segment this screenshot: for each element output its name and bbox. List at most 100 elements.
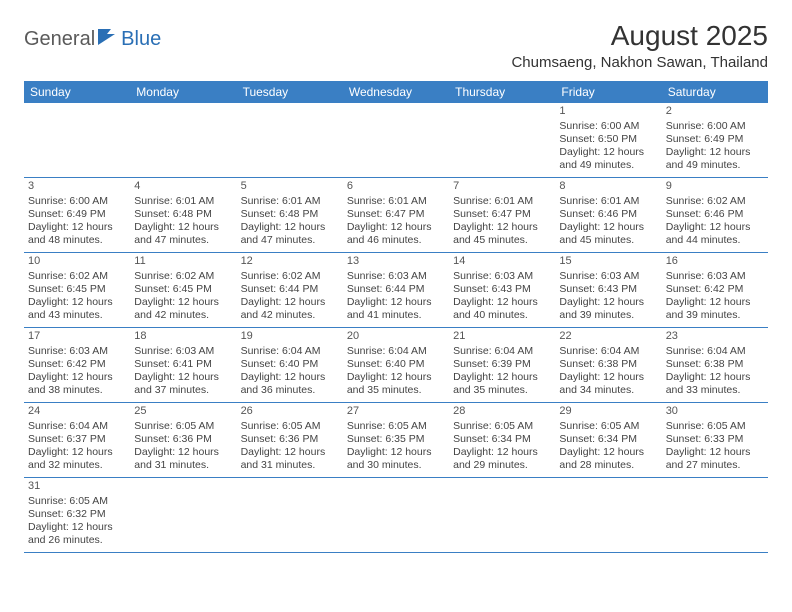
day-info-line: and 31 minutes. <box>241 459 339 472</box>
day-info-line: and 39 minutes. <box>666 309 764 322</box>
day-number: 10 <box>28 255 126 269</box>
day-info-line: Sunrise: 6:03 AM <box>28 345 126 358</box>
day-number: 31 <box>28 480 126 494</box>
day-info-line: Daylight: 12 hours <box>559 371 657 384</box>
day-cell: 30Sunrise: 6:05 AMSunset: 6:33 PMDayligh… <box>662 403 768 477</box>
day-info-line: Daylight: 12 hours <box>28 446 126 459</box>
day-number: 14 <box>453 255 551 269</box>
day-info-line: and 34 minutes. <box>559 384 657 397</box>
day-cell: 24Sunrise: 6:04 AMSunset: 6:37 PMDayligh… <box>24 403 130 477</box>
day-info-line: Sunset: 6:45 PM <box>134 283 232 296</box>
day-number: 23 <box>666 330 764 344</box>
day-info-line: Sunset: 6:42 PM <box>28 358 126 371</box>
day-info-line: Daylight: 12 hours <box>453 446 551 459</box>
day-info-line: and 47 minutes. <box>134 234 232 247</box>
day-info-line: and 36 minutes. <box>241 384 339 397</box>
day-info-line: Sunrise: 6:00 AM <box>28 195 126 208</box>
day-number: 12 <box>241 255 339 269</box>
day-info-line: Daylight: 12 hours <box>134 296 232 309</box>
day-info-line: and 37 minutes. <box>134 384 232 397</box>
empty-cell <box>237 103 343 177</box>
day-info-line: and 49 minutes. <box>666 159 764 172</box>
day-info-line: and 45 minutes. <box>559 234 657 247</box>
day-info-line: Daylight: 12 hours <box>241 446 339 459</box>
day-info-line: Sunrise: 6:05 AM <box>453 420 551 433</box>
logo-text-blue: Blue <box>121 28 161 51</box>
day-cell: 13Sunrise: 6:03 AMSunset: 6:44 PMDayligh… <box>343 253 449 327</box>
day-cell: 2Sunrise: 6:00 AMSunset: 6:49 PMDaylight… <box>662 103 768 177</box>
day-cell: 18Sunrise: 6:03 AMSunset: 6:41 PMDayligh… <box>130 328 236 402</box>
day-info-line: Sunrise: 6:02 AM <box>134 270 232 283</box>
day-info-line: Sunset: 6:47 PM <box>453 208 551 221</box>
day-info-line: Sunrise: 6:04 AM <box>28 420 126 433</box>
day-info-line: Sunset: 6:37 PM <box>28 433 126 446</box>
day-info-line: Sunrise: 6:01 AM <box>241 195 339 208</box>
location-text: Chumsaeng, Nakhon Sawan, Thailand <box>511 54 768 71</box>
day-info-line: Sunrise: 6:04 AM <box>241 345 339 358</box>
day-info-line: Daylight: 12 hours <box>241 296 339 309</box>
title-block: August 2025 Chumsaeng, Nakhon Sawan, Tha… <box>511 20 768 71</box>
day-info-line: Sunset: 6:46 PM <box>559 208 657 221</box>
day-cell: 1Sunrise: 6:00 AMSunset: 6:50 PMDaylight… <box>555 103 661 177</box>
day-info-line: and 41 minutes. <box>347 309 445 322</box>
day-info-line: Sunset: 6:44 PM <box>347 283 445 296</box>
day-info-line: Sunrise: 6:00 AM <box>559 120 657 133</box>
day-cell: 21Sunrise: 6:04 AMSunset: 6:39 PMDayligh… <box>449 328 555 402</box>
day-info-line: Daylight: 12 hours <box>347 446 445 459</box>
day-info-line: Sunrise: 6:02 AM <box>241 270 339 283</box>
day-info-line: Sunrise: 6:01 AM <box>134 195 232 208</box>
day-number: 15 <box>559 255 657 269</box>
day-info-line: and 26 minutes. <box>28 534 126 547</box>
day-number: 26 <box>241 405 339 419</box>
day-info-line: Sunrise: 6:05 AM <box>28 495 126 508</box>
weekday-header-row: SundayMondayTuesdayWednesdayThursdayFrid… <box>24 81 768 103</box>
day-cell: 3Sunrise: 6:00 AMSunset: 6:49 PMDaylight… <box>24 178 130 252</box>
day-cell: 22Sunrise: 6:04 AMSunset: 6:38 PMDayligh… <box>555 328 661 402</box>
day-info-line: Sunset: 6:44 PM <box>241 283 339 296</box>
week-row: 3Sunrise: 6:00 AMSunset: 6:49 PMDaylight… <box>24 178 768 253</box>
empty-cell <box>662 478 768 552</box>
day-info-line: Sunrise: 6:03 AM <box>666 270 764 283</box>
weekday-header: Sunday <box>24 81 130 103</box>
day-info-line: Sunset: 6:40 PM <box>241 358 339 371</box>
day-cell: 20Sunrise: 6:04 AMSunset: 6:40 PMDayligh… <box>343 328 449 402</box>
day-cell: 27Sunrise: 6:05 AMSunset: 6:35 PMDayligh… <box>343 403 449 477</box>
day-info-line: and 40 minutes. <box>453 309 551 322</box>
week-row: 17Sunrise: 6:03 AMSunset: 6:42 PMDayligh… <box>24 328 768 403</box>
day-number: 13 <box>347 255 445 269</box>
weekday-header: Tuesday <box>237 81 343 103</box>
day-info-line: and 43 minutes. <box>28 309 126 322</box>
day-info-line: Sunrise: 6:05 AM <box>241 420 339 433</box>
day-info-line: Sunrise: 6:03 AM <box>559 270 657 283</box>
day-info-line: Sunset: 6:49 PM <box>28 208 126 221</box>
day-info-line: and 39 minutes. <box>559 309 657 322</box>
day-info-line: Daylight: 12 hours <box>453 371 551 384</box>
day-info-line: Sunset: 6:46 PM <box>666 208 764 221</box>
weekday-header: Monday <box>130 81 236 103</box>
day-info-line: Sunrise: 6:05 AM <box>666 420 764 433</box>
day-number: 2 <box>666 105 764 119</box>
day-info-line: and 44 minutes. <box>666 234 764 247</box>
page-title: August 2025 <box>511 20 768 52</box>
day-cell: 15Sunrise: 6:03 AMSunset: 6:43 PMDayligh… <box>555 253 661 327</box>
day-number: 7 <box>453 180 551 194</box>
day-info-line: Sunset: 6:34 PM <box>453 433 551 446</box>
day-number: 8 <box>559 180 657 194</box>
day-info-line: and 35 minutes. <box>347 384 445 397</box>
day-info-line: Sunrise: 6:03 AM <box>347 270 445 283</box>
day-cell: 25Sunrise: 6:05 AMSunset: 6:36 PMDayligh… <box>130 403 236 477</box>
logo-text-general: General <box>24 28 95 51</box>
day-info-line: Sunrise: 6:01 AM <box>347 195 445 208</box>
day-info-line: and 45 minutes. <box>453 234 551 247</box>
day-number: 4 <box>134 180 232 194</box>
day-number: 25 <box>134 405 232 419</box>
day-number: 28 <box>453 405 551 419</box>
day-number: 5 <box>241 180 339 194</box>
day-info-line: Daylight: 12 hours <box>241 221 339 234</box>
day-info-line: Daylight: 12 hours <box>28 296 126 309</box>
empty-cell <box>130 478 236 552</box>
day-number: 6 <box>347 180 445 194</box>
empty-cell <box>237 478 343 552</box>
empty-cell <box>343 103 449 177</box>
day-info-line: Sunset: 6:45 PM <box>28 283 126 296</box>
